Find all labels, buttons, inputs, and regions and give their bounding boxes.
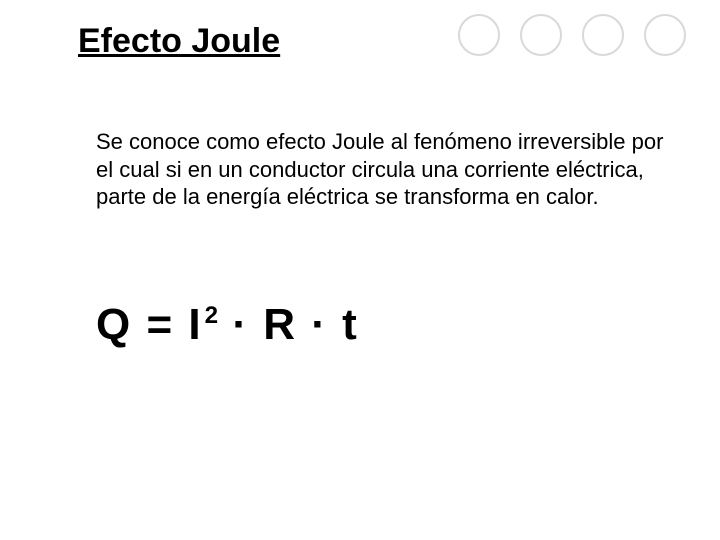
formula-equals: = [146, 300, 174, 349]
formula-q: Q [96, 300, 132, 349]
decorative-dots-row [458, 14, 686, 56]
decorative-dot [520, 14, 562, 56]
formula-i: I [188, 300, 202, 349]
page-title: Efecto Joule [78, 22, 280, 61]
joule-formula: Q = I2 · R · t [96, 300, 359, 350]
decorative-dot [458, 14, 500, 56]
decorative-dot [582, 14, 624, 56]
definition-paragraph: Se conoce como efecto Joule al fenómeno … [96, 128, 664, 211]
formula-exponent: 2 [205, 302, 218, 329]
decorative-dot [644, 14, 686, 56]
formula-r: R [263, 300, 297, 349]
formula-t: t [342, 300, 359, 349]
formula-dot: · [311, 300, 328, 349]
formula-dot: · [232, 300, 249, 349]
